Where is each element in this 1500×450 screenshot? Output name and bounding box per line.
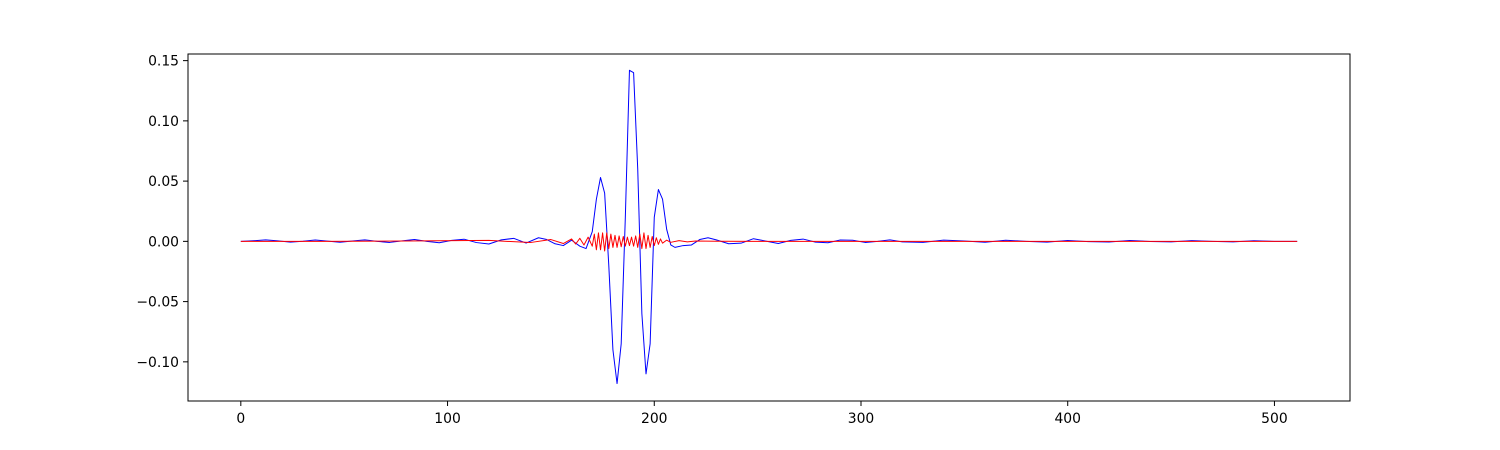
x-tick-label: 500 xyxy=(1261,411,1288,427)
y-tick-label: 0.10 xyxy=(148,114,179,130)
y-tick-label: −0.10 xyxy=(136,355,179,371)
y-tick-label: 0.05 xyxy=(148,174,179,190)
x-tick-label: 100 xyxy=(434,411,461,427)
y-tick-label: −0.05 xyxy=(136,295,179,311)
y-axis: −0.10 −0.05 0.00 0.05 0.10 0.15 xyxy=(136,54,188,371)
x-tick-label: 400 xyxy=(1054,411,1081,427)
axes-frame xyxy=(187,53,1351,402)
plot-area-background xyxy=(188,54,1350,401)
x-tick-label: 0 xyxy=(236,411,245,427)
x-tick-label: 300 xyxy=(848,411,875,427)
series-line-0 xyxy=(240,69,1298,385)
series-layer xyxy=(240,69,1298,385)
y-tick-label: 0.00 xyxy=(148,234,179,250)
x-axis: 0 100 200 300 400 500 xyxy=(236,401,1288,427)
y-tick-label: 0.15 xyxy=(148,54,179,70)
series-line-1 xyxy=(240,232,1298,252)
x-tick-label: 200 xyxy=(641,411,668,427)
